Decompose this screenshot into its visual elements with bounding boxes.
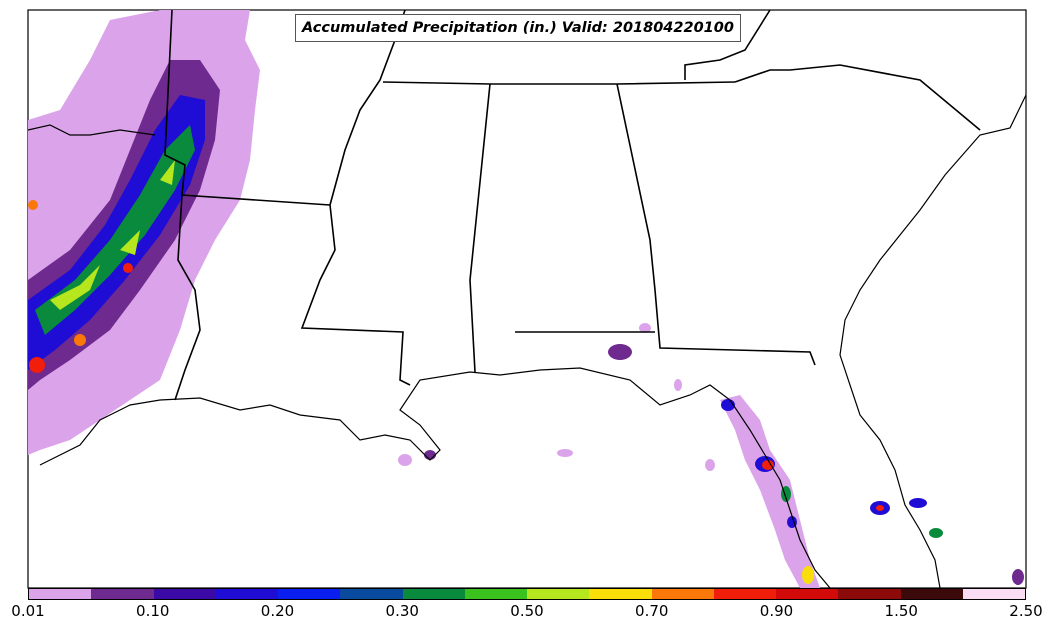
- state-border-line: [382, 81, 736, 85]
- precip-cell: [876, 505, 884, 511]
- precip-red-core: [28, 200, 38, 210]
- precip-cell: [909, 498, 927, 508]
- colorbar-segment: [340, 589, 403, 599]
- precip-cell: [557, 449, 573, 457]
- precip-cell: [639, 323, 651, 333]
- precip-cell: [674, 379, 682, 391]
- colorbar-segment: [900, 589, 963, 599]
- colorbar-segment: [278, 589, 341, 599]
- precip-cell: [608, 344, 632, 360]
- colorbar: [28, 588, 1026, 600]
- coastlines: [27, 94, 1027, 589]
- state-border-line: [469, 83, 491, 373]
- precip-red-core: [29, 357, 45, 373]
- precip-green: [35, 125, 195, 335]
- colorbar-segment: [962, 589, 1025, 599]
- colorbar-segment: [589, 589, 652, 599]
- state-border-line: [684, 9, 771, 80]
- precip-cell: [802, 566, 814, 584]
- state-border-line: [174, 194, 201, 401]
- colorbar-segment: [776, 589, 839, 599]
- colorbar-tick-label: 0.01: [11, 602, 45, 620]
- colorbar-tick-label: 0.50: [510, 602, 544, 620]
- coastline: [839, 94, 1027, 589]
- precip-florida-cells: [608, 344, 1024, 588]
- state-border-line: [300, 9, 411, 386]
- colorbar-segment: [29, 589, 92, 599]
- colorbar-tick-label: 1.50: [884, 602, 918, 620]
- colorbar-segment: [91, 589, 154, 599]
- colorbar-segment: [838, 589, 901, 599]
- coastline: [27, 124, 156, 136]
- colorbar-segment: [215, 589, 278, 599]
- coastline: [39, 367, 831, 589]
- colorbar-tick-label: 0.20: [260, 602, 295, 620]
- state-borders: [164, 9, 981, 401]
- precip-red-core: [123, 263, 133, 273]
- precip-outer-purple: [720, 395, 820, 588]
- precip-cell: [929, 528, 943, 538]
- precip-cell: [1012, 569, 1024, 585]
- precip-cell: [398, 454, 412, 466]
- state-border-line: [164, 9, 331, 206]
- colorbar-tick-label: 2.50: [1009, 602, 1043, 620]
- colorbar-segment: [153, 589, 216, 599]
- map-title: Accumulated Precipitation (in.) Valid: 2…: [295, 14, 741, 42]
- state-border-line: [734, 64, 981, 131]
- state-border-line: [616, 83, 816, 366]
- colorbar-segment: [713, 589, 776, 599]
- colorbar-segment: [402, 589, 465, 599]
- precip-cell: [762, 460, 774, 470]
- colorbar-tick-label: 0.10: [136, 602, 170, 620]
- colorbar-tick-label: 0.90: [759, 602, 794, 620]
- precip-yellow: [50, 160, 175, 310]
- colorbar-segment: [651, 589, 714, 599]
- colorbar-tick-label: 0.70: [635, 602, 669, 620]
- colorbar-tick-label: 0.30: [385, 602, 419, 620]
- precip-cell: [705, 459, 715, 471]
- precip-texas-band: [28, 10, 260, 455]
- colorbar-segment: [527, 589, 590, 599]
- colorbar-segment: [464, 589, 527, 599]
- precip-red-core: [74, 334, 86, 346]
